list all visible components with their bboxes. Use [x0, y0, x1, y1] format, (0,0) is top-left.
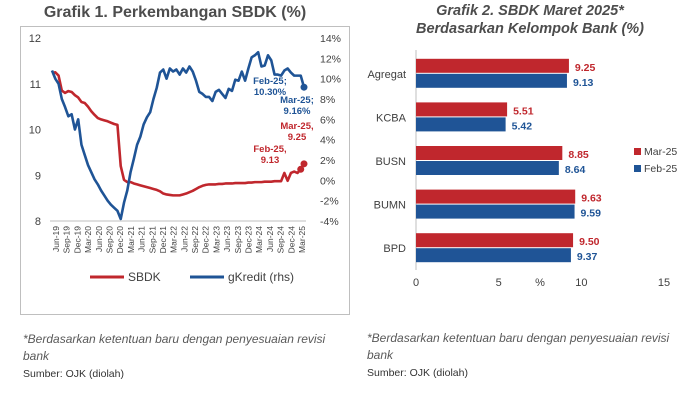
annotation-label: Mar-25, [280, 121, 313, 132]
bar-value-label: 8.85 [568, 149, 589, 161]
y-left-tick-label: 9 [35, 170, 41, 182]
bar-mar-25 [416, 146, 563, 160]
x-tick-label: Jun-22 [179, 226, 189, 252]
x-tick-label: Dec-23 [244, 226, 254, 254]
x-tick-label: Dec-20 [115, 226, 125, 254]
annotation-value: 9.13 [261, 155, 280, 166]
x-unit-label: % [535, 277, 545, 289]
bar-feb-25 [416, 204, 575, 219]
y-right-tick-label: 14% [320, 33, 341, 45]
bar-mar-25 [416, 102, 508, 117]
legend-label: gKredit (rhs) [228, 270, 294, 284]
chart2-source: Sumber: OJK (diolah) [367, 367, 468, 379]
y-right-tick-label: 2% [320, 155, 335, 167]
y-right-tick-label: 6% [320, 114, 335, 126]
chart1-note: *Berdasarkan ketentuan baru dengan penye… [23, 332, 326, 363]
chart1-frame [20, 26, 350, 315]
annotation-label: Feb-25; [253, 76, 287, 87]
x-tick-label: Jun-20 [94, 226, 104, 252]
annotation-label: Mar-25; [280, 95, 314, 106]
category-label: BUMN [374, 200, 406, 212]
bar-mar-25 [416, 58, 569, 73]
x-tick-label: Jun-24 [265, 226, 275, 252]
y-right-tick-label: 4% [320, 135, 335, 147]
bar-value-label: 5.42 [512, 120, 533, 132]
series-line-sbdk [51, 71, 306, 197]
category-label: Agregat [367, 69, 406, 81]
legend-label: Mar-25 [644, 146, 677, 158]
legend-swatch [634, 148, 641, 155]
x-tick-label: Dec-24 [286, 226, 296, 254]
bar-feb-25 [416, 117, 506, 132]
annotation-value: 10.30% [254, 87, 287, 98]
series-endpoint-sbdk [300, 160, 308, 168]
y-right-tick-label: -2% [320, 196, 339, 208]
x-tick-label: 10 [575, 277, 587, 289]
legend-label: Feb-25 [644, 163, 677, 175]
chart1-source: Sumber: OJK (diolah) [23, 368, 124, 380]
x-tick-label: Sep-22 [190, 226, 200, 254]
x-tick-label: Mar-23 [211, 226, 221, 253]
bar-mar-25 [416, 233, 574, 248]
x-tick-label: Dec-21 [158, 226, 168, 254]
annotation-label: Feb-25, [253, 144, 286, 155]
category-label: KCBA [376, 112, 407, 124]
bar-mar-25 [416, 189, 576, 204]
chart2-title: Grafik 2. SBDK Maret 2025* Berdasarkan K… [360, 2, 700, 38]
x-tick-label: Sep-23 [233, 226, 243, 254]
chart1-title: Grafik 1. Perkembangan SBDK (%) [43, 4, 307, 21]
y-right-tick-label: 10% [320, 74, 341, 86]
x-tick-label: Mar-21 [126, 226, 136, 253]
category-label: BPD [383, 243, 406, 255]
bar-value-label: 9.37 [577, 251, 598, 263]
x-tick-label: Jun-23 [222, 226, 232, 252]
x-tick-label: Dec-22 [201, 226, 211, 254]
x-tick-label: 15 [658, 277, 670, 289]
series-line-gkredit [50, 50, 306, 221]
y-right-tick-label: 8% [320, 94, 335, 106]
category-label: BUSN [375, 156, 406, 168]
y-left-tick-label: 12 [29, 33, 41, 45]
x-tick-label: Sep-21 [147, 226, 157, 254]
chart2-svg: Agregat 9.25 9.13 KCBA 5.51 5.42 BUSN 8.85 8.64 B… [367, 50, 677, 289]
x-tick-label: Sep-19 [62, 226, 72, 254]
x-tick-label: Jun-21 [137, 226, 147, 252]
y-right-tick-label: 0% [320, 175, 335, 187]
x-tick-label: Sep-20 [104, 226, 114, 254]
x-tick-label: Mar-24 [254, 226, 264, 253]
bar-feb-25 [416, 161, 559, 175]
bar-value-label: 8.64 [565, 164, 586, 176]
x-tick-label: Jun-19 [51, 226, 61, 252]
x-tick-label: Dec-19 [72, 226, 82, 254]
x-tick-label: 5 [496, 277, 502, 289]
annotation-value: 9.16% [284, 106, 311, 117]
legend-label: SBDK [128, 270, 161, 284]
bar-value-label: 5.51 [513, 105, 534, 117]
bar-value-label: 9.25 [575, 62, 596, 74]
legend-swatch [634, 165, 641, 172]
x-tick-label: Mar-22 [169, 226, 179, 253]
y-left-tick-label: 8 [35, 216, 41, 228]
x-tick-label: 0 [413, 277, 419, 289]
y-left-tick-label: 10 [29, 125, 41, 137]
bar-value-label: 9.63 [581, 193, 602, 205]
chart2-title-line1: Grafik 2. SBDK Maret 2025* [436, 3, 624, 19]
bar-value-label: 9.59 [581, 208, 602, 220]
y-right-tick-label: 12% [320, 53, 341, 65]
bar-value-label: 9.13 [573, 77, 594, 89]
chart2-title-line2: Berdasarkan Kelompok Bank (%) [415, 21, 645, 37]
chart2-note: *Berdasarkan ketentuan baru dengan penye… [367, 331, 670, 362]
sbdk-feb25-point [297, 165, 305, 173]
x-tick-label: Sep-24 [276, 226, 286, 254]
y-right-tick-label: -4% [320, 216, 339, 228]
bar-feb-25 [416, 248, 571, 263]
bar-value-label: 9.50 [579, 236, 600, 248]
annotation-value: 9.25 [288, 132, 307, 143]
y-left-tick-label: 11 [30, 79, 41, 91]
x-tick-label: Mar-25 [297, 226, 307, 253]
x-tick-label: Mar-20 [83, 226, 93, 253]
bar-feb-25 [416, 73, 567, 88]
series-endpoint-gkredit [300, 83, 308, 91]
